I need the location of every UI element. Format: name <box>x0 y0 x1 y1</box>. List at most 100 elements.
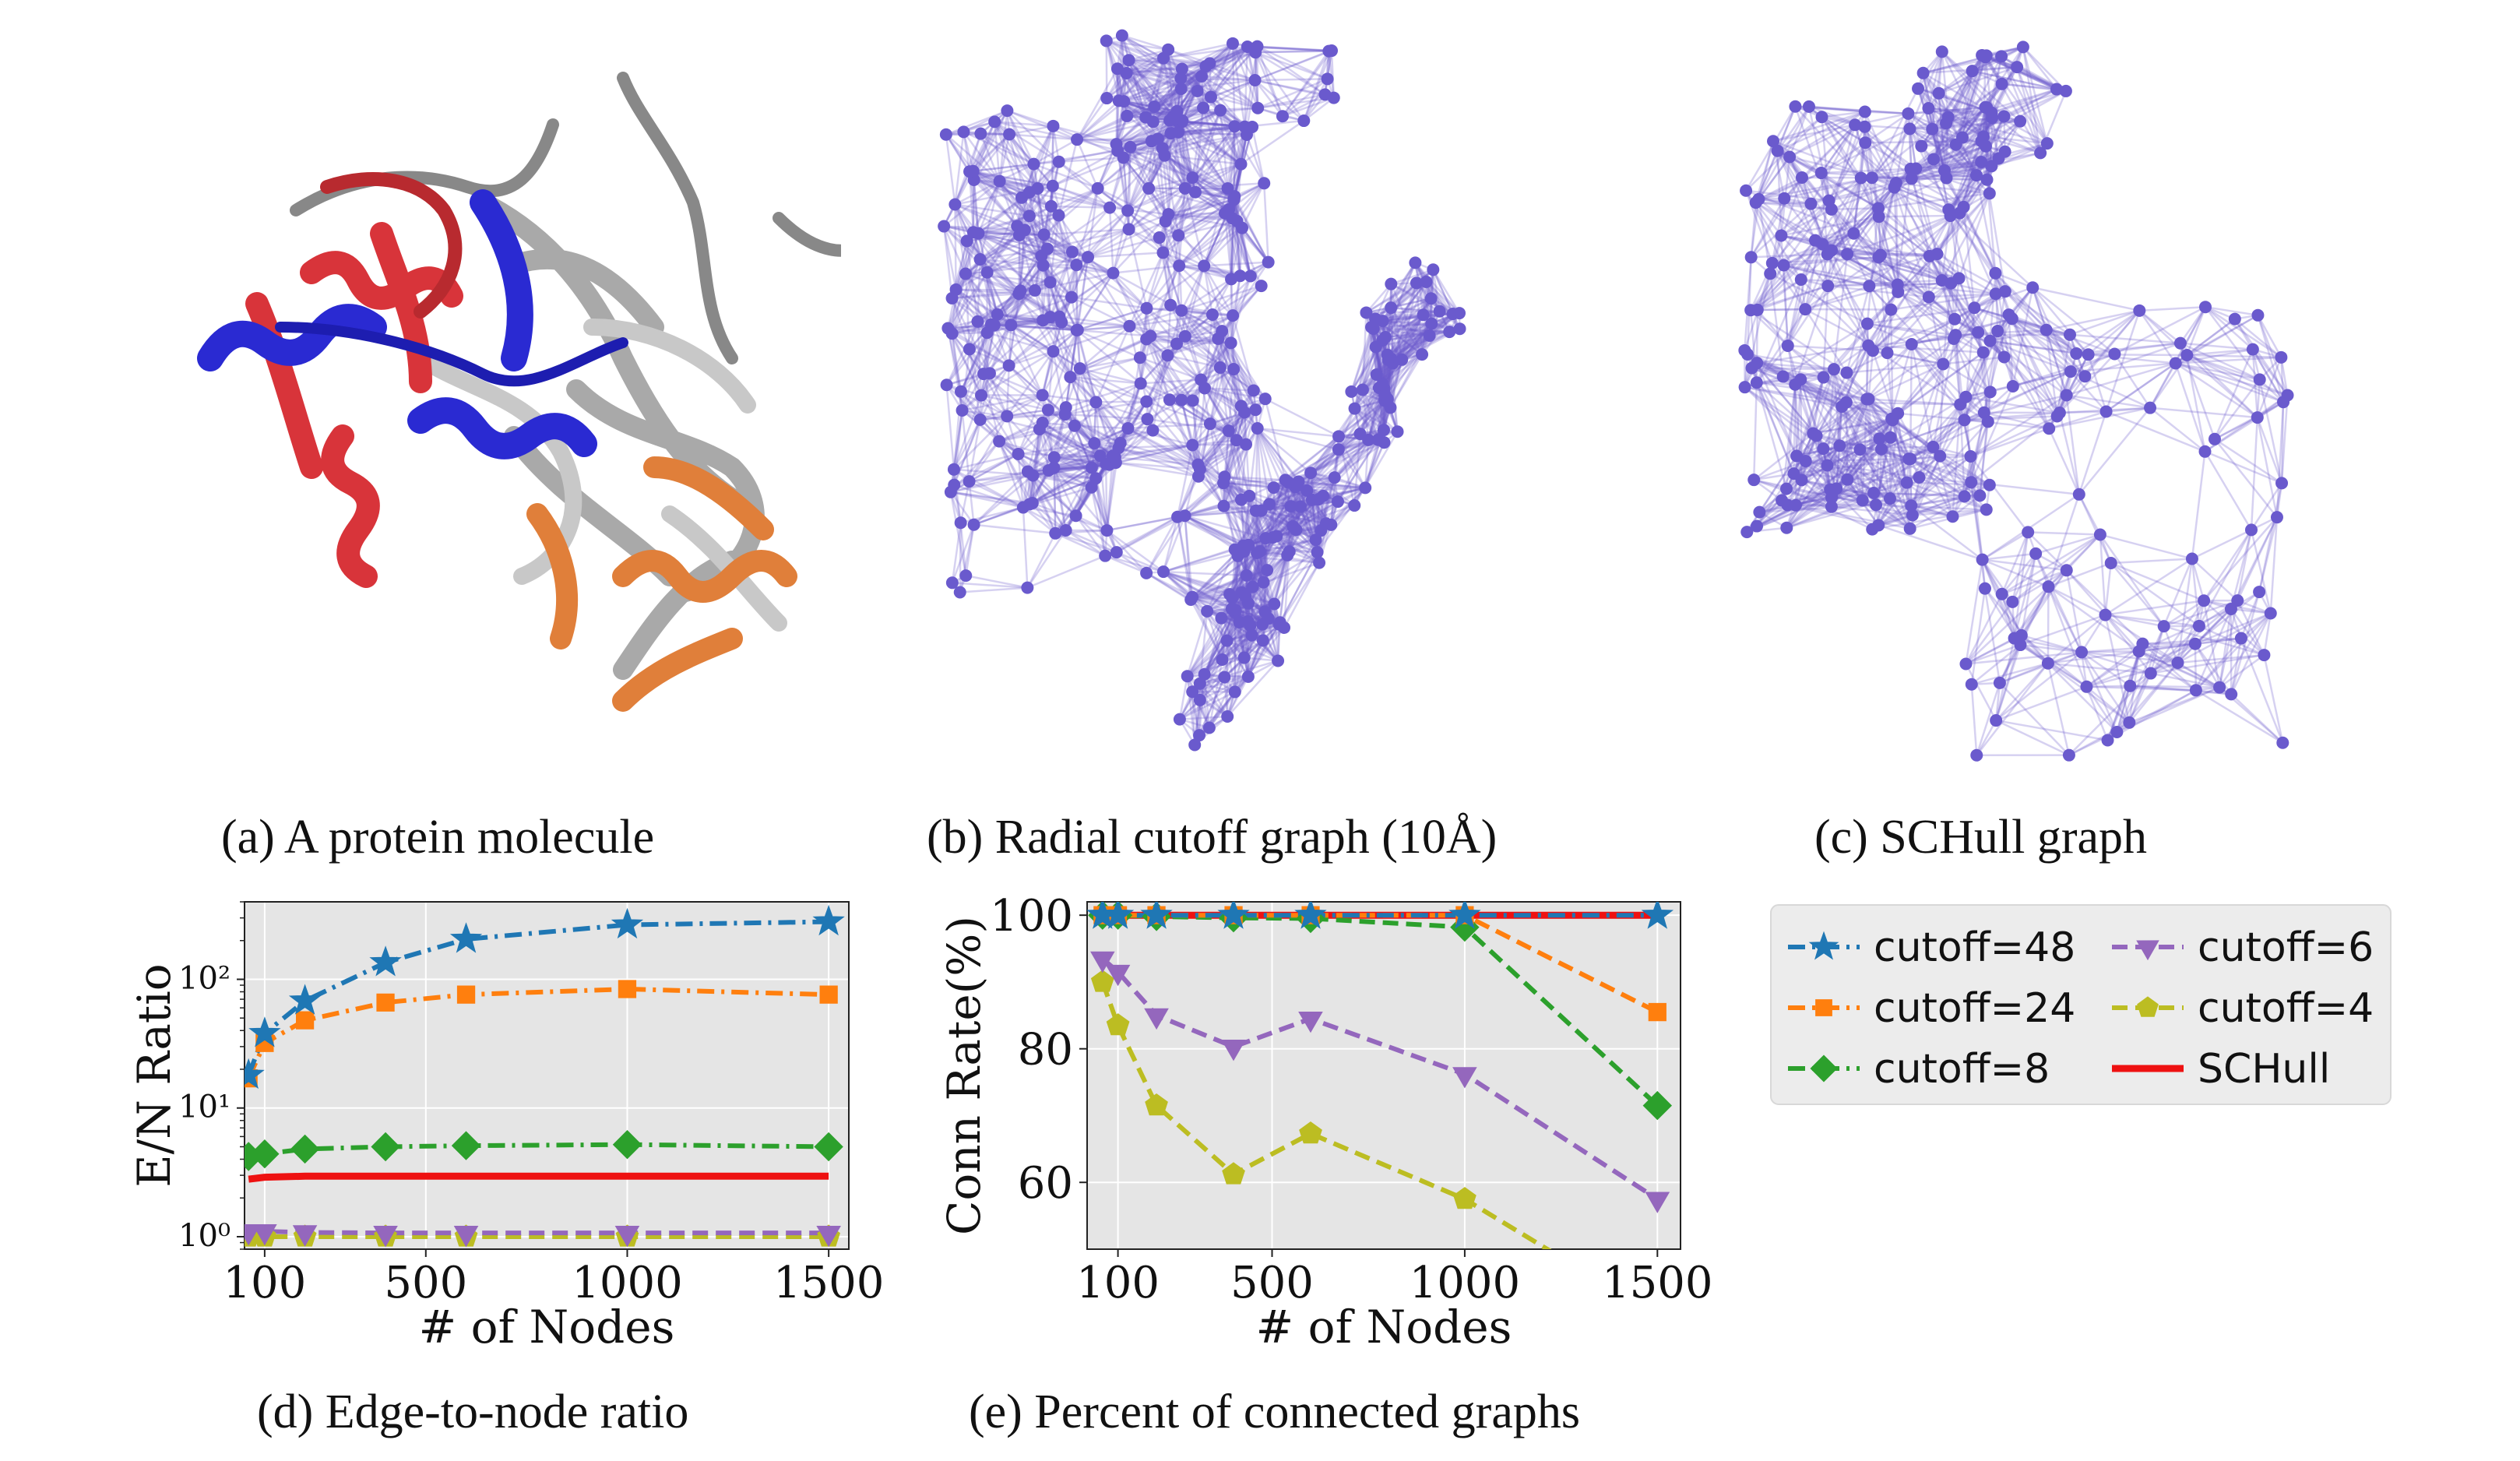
graph-edge <box>1906 455 1941 484</box>
graph-edge <box>1198 682 1229 717</box>
graph-edge <box>1192 163 1241 179</box>
graph-node <box>1244 269 1257 283</box>
graph-node <box>1276 110 1289 123</box>
graph-node <box>1003 128 1016 141</box>
graph-edge <box>1783 264 1870 287</box>
graph-edge <box>973 163 1034 172</box>
graph-node <box>1193 729 1206 742</box>
graph-edge <box>951 523 962 583</box>
graph-edge <box>1895 182 1899 292</box>
graph-edge <box>1814 239 1930 258</box>
graph-edge <box>1076 272 1114 331</box>
graph-edge <box>1751 253 1828 259</box>
graph-edge <box>1281 50 1330 117</box>
graph-edge <box>1151 125 1235 143</box>
graph-edge <box>945 385 956 470</box>
graph-edge <box>980 324 1012 396</box>
graph-edge <box>1033 125 1054 165</box>
graph-edge <box>1383 314 1424 389</box>
graph-edge <box>1871 177 1949 211</box>
graph-edge <box>1022 507 1029 588</box>
graph-edge <box>1175 266 1181 344</box>
graph-node <box>1108 451 1121 464</box>
graph-edge <box>959 524 975 593</box>
graph-edge <box>1915 167 1965 208</box>
graph-edge <box>1072 251 1114 274</box>
graph-edge <box>980 132 1035 165</box>
graph-node <box>1088 437 1101 450</box>
graph-edge <box>1180 51 1256 79</box>
graph-edge <box>1867 322 1913 346</box>
graph-edge <box>1868 363 1944 400</box>
graph-edge <box>1043 234 1078 266</box>
graph-edge <box>1801 124 1856 178</box>
graph-node <box>1052 209 1065 222</box>
graph-edge <box>1910 145 1987 171</box>
graph-edge <box>979 259 1020 295</box>
graph-node <box>1014 284 1027 297</box>
graph-edge <box>1077 325 1130 332</box>
graph-edge <box>1889 309 1894 421</box>
graph-node <box>1215 611 1228 625</box>
graph-edge <box>1162 252 1172 305</box>
graph-edge <box>1821 116 1862 179</box>
graph-edge <box>961 364 1010 411</box>
graph-node <box>1186 438 1199 452</box>
graph-edge <box>1008 134 1031 217</box>
graph-edge <box>1008 133 1078 141</box>
graph-edge <box>1075 515 1117 554</box>
graph-edge <box>1386 314 1424 356</box>
graph-edge <box>1361 389 1370 440</box>
graph-edge <box>1086 256 1131 327</box>
graph-edge <box>1112 272 1148 309</box>
graph-edge <box>1756 362 1798 456</box>
graph-edge <box>1184 516 1192 600</box>
graph-edge <box>1032 502 1107 532</box>
graph-edge <box>1867 398 1961 406</box>
graph-edge <box>1163 570 1233 599</box>
graph-edge <box>1265 486 1297 539</box>
graph-edge <box>1126 77 1182 117</box>
graph-edge <box>1075 264 1131 327</box>
graph-edge <box>1159 208 1230 239</box>
graph-edge <box>1011 324 1077 332</box>
graph-edge <box>1241 182 1265 229</box>
graph-edge <box>1149 335 1194 402</box>
graph-node <box>1140 566 1153 579</box>
graph-edge <box>1076 329 1151 337</box>
graph-edge <box>1152 76 1202 123</box>
graph-edge <box>1386 297 1432 356</box>
graph-edge <box>1310 472 1355 507</box>
graph-edge <box>1076 100 1125 141</box>
graph-edge <box>1245 134 1265 184</box>
graph-edge <box>1223 440 1238 507</box>
graph-node <box>1114 436 1127 449</box>
graph-edge <box>1333 442 1385 479</box>
graph-edge <box>1815 398 1867 437</box>
graph-edge <box>1794 383 1881 440</box>
graph-edge <box>1753 478 1832 508</box>
graph-edge <box>1910 343 1962 406</box>
graph-node <box>1162 43 1175 56</box>
graph-edge <box>1744 386 1818 437</box>
graph-edge <box>1223 505 1269 571</box>
graph-edge <box>1750 199 1760 258</box>
graph-edge <box>1256 428 1300 483</box>
graph-edge <box>1910 419 1966 506</box>
graph-edge <box>1075 272 1114 331</box>
graph-edge <box>1245 495 1251 576</box>
graph-edge <box>1199 660 1279 685</box>
graph-edge <box>1796 417 1892 457</box>
graph-edge <box>1233 199 1241 276</box>
graph-edge <box>947 272 988 329</box>
graph-edge <box>1205 65 1258 109</box>
graph-edge <box>1037 125 1054 189</box>
graph-edge <box>980 234 1045 261</box>
graph-edge <box>1831 491 1874 499</box>
graph-edge <box>1006 394 1044 417</box>
graph-node <box>1221 181 1234 195</box>
graph-edge <box>1125 72 1178 112</box>
graph-node <box>1410 276 1423 290</box>
graph-edge <box>1828 126 1866 202</box>
graph-node <box>1222 424 1235 438</box>
